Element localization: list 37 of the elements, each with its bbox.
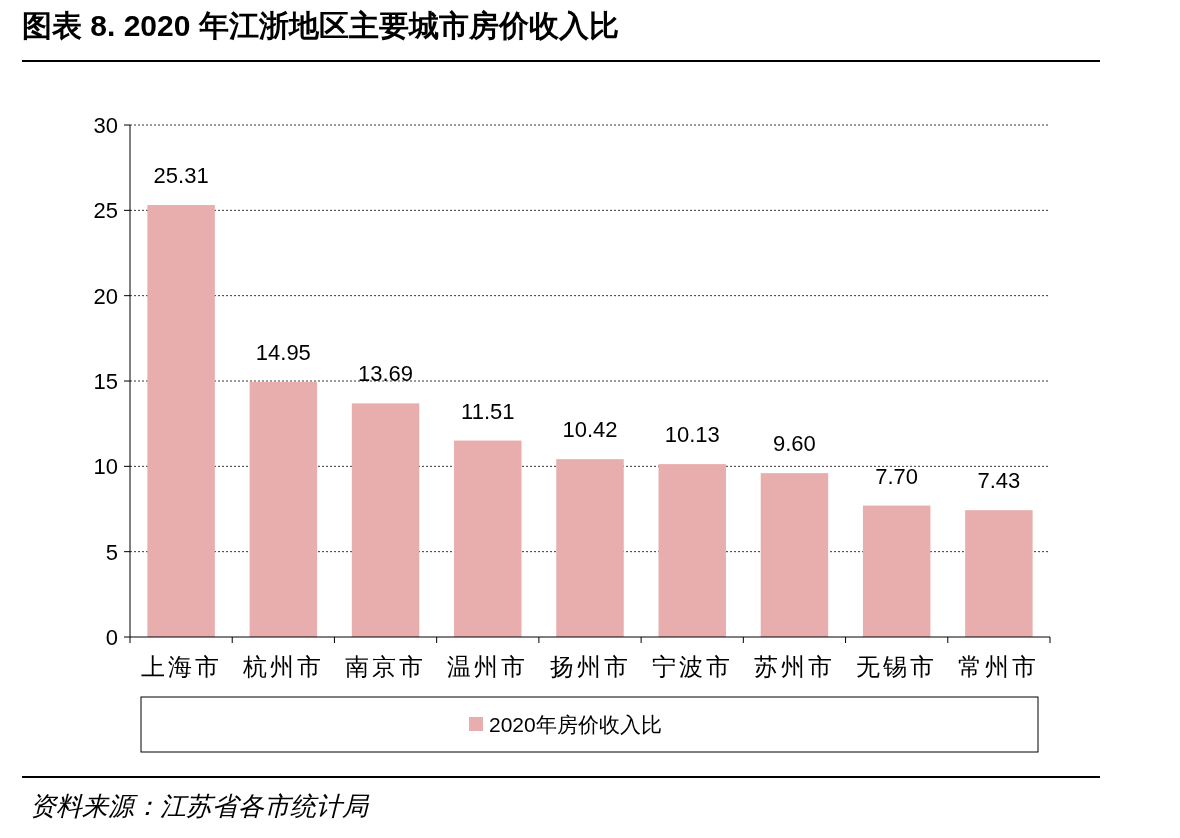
bar — [760, 473, 829, 637]
x-tick-label: 上海市 — [140, 653, 222, 680]
bar — [147, 205, 215, 637]
x-tick-label: 宁波市 — [651, 653, 733, 680]
legend-label: 2020年房价收入比 — [489, 713, 662, 736]
text: 11.51 — [461, 398, 515, 424]
bar — [556, 459, 624, 637]
y-tick-label: 10 — [93, 454, 118, 480]
bar — [862, 505, 931, 637]
bar — [965, 510, 1033, 637]
text: 10.13 — [664, 422, 720, 448]
bar — [249, 381, 318, 637]
x-tick-label: 扬州市 — [549, 653, 631, 680]
y-tick-label: 15 — [93, 369, 118, 394]
text: 13.69 — [358, 361, 414, 387]
x-tick-label: 杭州市 — [241, 653, 324, 680]
bar — [658, 464, 726, 637]
text: 9.60 — [773, 431, 816, 457]
title: 图表 8. 2020 年江浙地区主要城市房价收入比 — [22, 9, 619, 42]
x-tick-label: 无锡市 — [856, 653, 938, 680]
x-tick-label: 温州市 — [447, 653, 529, 680]
x-tick-label: 苏州市 — [753, 653, 835, 680]
y-tick-label: 5 — [105, 539, 118, 565]
text: 7.43 — [977, 468, 1021, 494]
bar — [454, 440, 522, 637]
x-tick-label: 南京市 — [345, 653, 427, 680]
text: 25.31 — [153, 163, 209, 189]
y-tick-label: 0 — [105, 625, 118, 650]
x-tick-label: 常州市 — [958, 653, 1040, 680]
text: 资料来源：江苏省各市统计局 — [30, 791, 370, 821]
y-tick-label: 30 — [93, 113, 118, 138]
bar — [351, 403, 420, 637]
y-tick-label: 20 — [93, 283, 118, 309]
text: 10.42 — [562, 417, 618, 443]
text: 14.95 — [255, 339, 311, 365]
text: 7.70 — [875, 463, 919, 489]
y-tick-label: 25 — [93, 198, 118, 224]
